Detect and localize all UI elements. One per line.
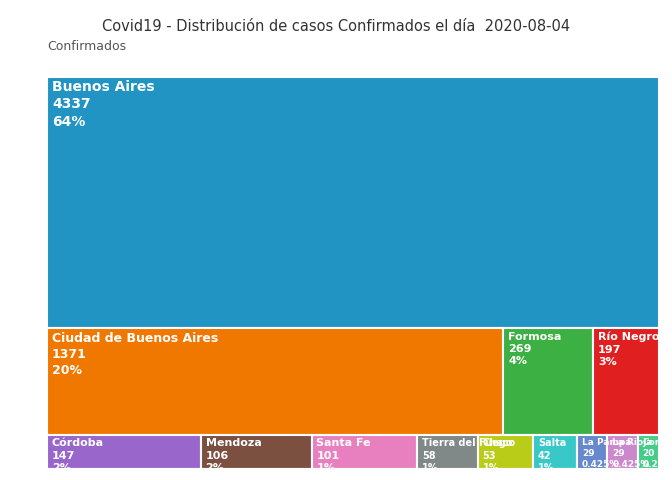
- Text: Mendoza
106
2%: Mendoza 106 2%: [206, 438, 261, 473]
- Text: Formosa
269
4%: Formosa 269 4%: [508, 332, 562, 366]
- Bar: [417, 435, 478, 469]
- Bar: [607, 435, 638, 469]
- Text: Salta
42
1%: Salta 42 1%: [538, 438, 566, 473]
- Bar: [47, 77, 659, 328]
- Text: Ciudad de Buenos Aires
1371
20%: Ciudad de Buenos Aires 1371 20%: [52, 332, 218, 377]
- Text: Córdoba
147
2%: Córdoba 147 2%: [52, 438, 104, 473]
- Text: Tierra del Fuego
58
1%: Tierra del Fuego 58 1%: [422, 438, 512, 473]
- Bar: [533, 435, 577, 469]
- Bar: [47, 435, 201, 469]
- Text: La Rioja
29
0.425%: La Rioja 29 0.425%: [612, 438, 653, 469]
- Text: Buenos Aires
4337
64%: Buenos Aires 4337 64%: [52, 80, 155, 129]
- Bar: [201, 435, 312, 469]
- Text: Santa Fe
101
1%: Santa Fe 101 1%: [317, 438, 371, 473]
- Text: Chaco
53
1%: Chaco 53 1%: [482, 438, 515, 473]
- Bar: [478, 435, 533, 469]
- Text: Covid19 - Distribución de casos Confirmados el día  2020-08-04: Covid19 - Distribución de casos Confirma…: [102, 19, 570, 34]
- Text: Río Negro
197
3%: Río Negro 197 3%: [598, 332, 659, 367]
- Bar: [505, 469, 659, 470]
- Text: La Pampa
29
0.425%: La Pampa 29 0.425%: [582, 438, 631, 469]
- Text: Confirmados: Confirmados: [47, 40, 126, 53]
- Text: Corrientes
20
0.294%: Corrientes 20 0.294%: [642, 438, 672, 469]
- Bar: [638, 435, 659, 469]
- Bar: [47, 469, 505, 470]
- Bar: [47, 328, 503, 435]
- Bar: [593, 328, 659, 435]
- Bar: [503, 328, 593, 435]
- Bar: [312, 435, 417, 469]
- Bar: [577, 435, 607, 469]
